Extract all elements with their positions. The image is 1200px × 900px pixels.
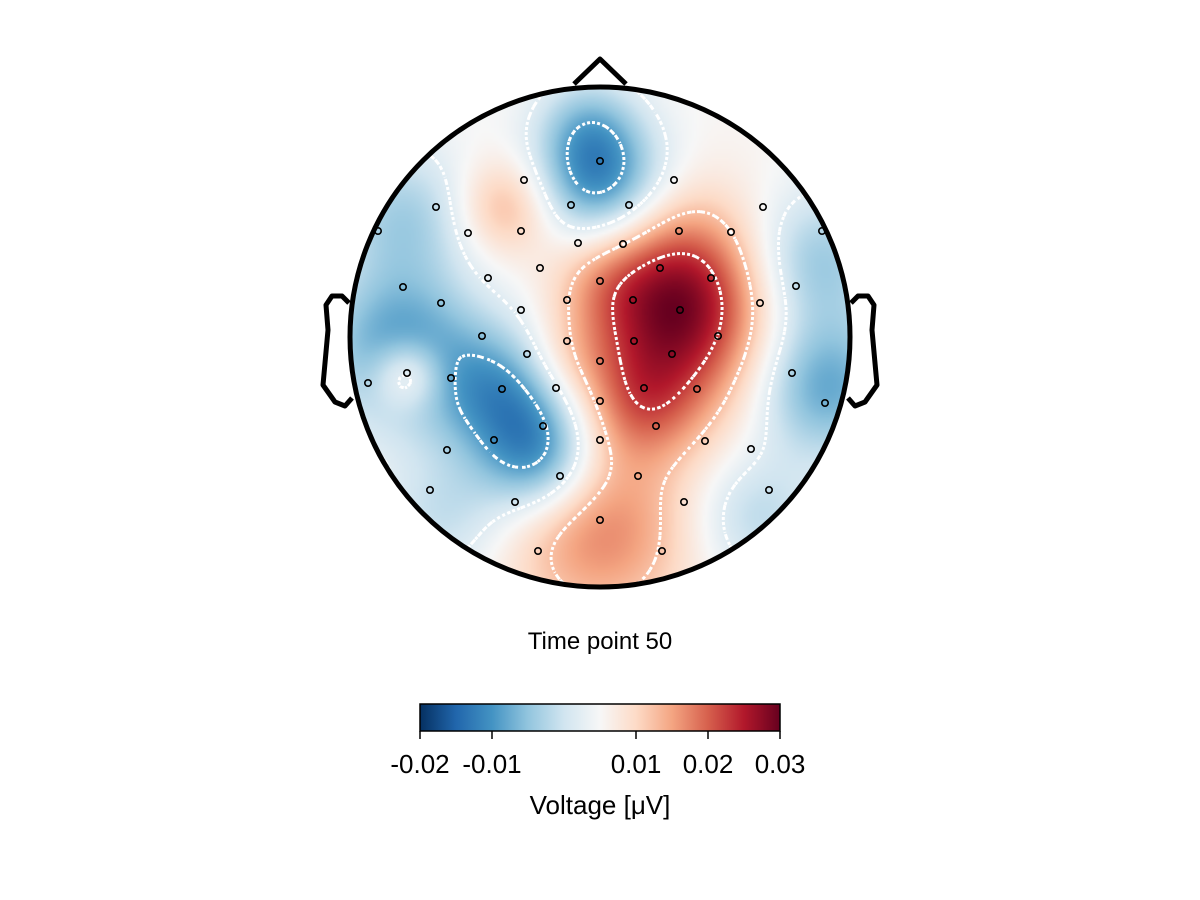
sensor-marker (758, 203, 767, 212)
sensor-marker (562, 336, 571, 345)
sensor-marker (516, 305, 525, 314)
sensor-marker (555, 471, 564, 480)
sensor-marker (516, 227, 525, 236)
sensor-marker (489, 435, 498, 444)
right-ear (846, 293, 880, 409)
sensor-marker (633, 471, 642, 480)
sensor-marker (791, 281, 800, 290)
head-outline (320, 56, 880, 590)
colorbar-tick-label: 0.02 (683, 749, 734, 779)
sensor-marker (522, 349, 531, 358)
sensor-marker (363, 378, 372, 387)
sensor-marker (463, 229, 472, 238)
nose (572, 56, 628, 86)
left-ear (320, 293, 354, 409)
sensor-marker (595, 356, 604, 365)
sensor-marker (817, 227, 826, 236)
sensor-marker (497, 384, 506, 393)
head-circle (347, 84, 853, 590)
sensor-marker (595, 435, 604, 444)
contour-line (549, 210, 755, 587)
sensor-marker (655, 263, 664, 272)
sensor-marker (674, 227, 683, 236)
chart-title: Time point 50 (527, 628, 673, 655)
sensor-marker (628, 295, 637, 304)
sensor-marker (538, 421, 547, 430)
colorbar-tick-label: -0.01 (462, 749, 521, 779)
sensor-marker (477, 331, 486, 340)
sensor-marker (713, 331, 722, 340)
sensor-marker (657, 546, 666, 555)
sensor-marker (746, 444, 755, 453)
sensor-marker (519, 176, 528, 185)
sensor-marker (706, 273, 715, 282)
sensor-marker (700, 436, 709, 445)
sensor-marker (624, 201, 633, 210)
scalp-field-heatmap (350, 87, 850, 587)
sensor-marker (595, 396, 604, 405)
sensor-marker (562, 295, 571, 304)
sensor-marker (573, 239, 582, 248)
sensor-marker (820, 398, 829, 407)
sensor-marker (442, 445, 451, 454)
sensor-marker (533, 546, 542, 555)
sensor-marker (692, 384, 701, 393)
sensor-marker (373, 227, 382, 236)
sensor-marker (551, 383, 560, 392)
sensor-marker (667, 349, 676, 358)
colorbar-gradient (419, 703, 781, 732)
sensor-marker (679, 497, 688, 506)
sensor-marker (639, 383, 648, 392)
sensor-marker (618, 240, 627, 249)
sensor-marker (398, 282, 407, 291)
sensor-marker (675, 305, 684, 314)
colorbar-tick-label: -0.02 (390, 749, 449, 779)
sensor-marker (483, 273, 492, 282)
colorbar-tick-label: 0.01 (611, 749, 662, 779)
sensor-marker (669, 176, 678, 185)
sensor-marker (510, 497, 519, 506)
contour-line (453, 121, 626, 469)
colorbar: -0.02 -0.01 0.01 0.02 0.03 (390, 703, 805, 779)
sensor-marker (436, 298, 445, 307)
sensor-marker (425, 485, 434, 494)
sensor-marker (764, 485, 773, 494)
sensor-marker (595, 515, 604, 524)
sensor-marker (431, 203, 440, 212)
sensor-marker (651, 421, 660, 430)
colorbar-ticks: -0.02 -0.01 0.01 0.02 0.03 (390, 731, 805, 779)
sensor-marker (787, 368, 796, 377)
sensor-marker (595, 276, 604, 285)
colorbar-tick-label: 0.03 (755, 749, 806, 779)
contour-line (611, 252, 724, 411)
sensor-marker (726, 228, 735, 237)
sensor-marker (446, 373, 455, 382)
sensor-marker (629, 336, 638, 345)
colorbar-label: Voltage [μV] (529, 790, 671, 820)
sensor-marker (755, 298, 764, 307)
sensor-marker (402, 368, 411, 377)
sensor-marker (595, 157, 604, 166)
sensor-markers (363, 157, 829, 555)
sensor-marker (566, 201, 575, 210)
sensor-marker (535, 263, 544, 272)
